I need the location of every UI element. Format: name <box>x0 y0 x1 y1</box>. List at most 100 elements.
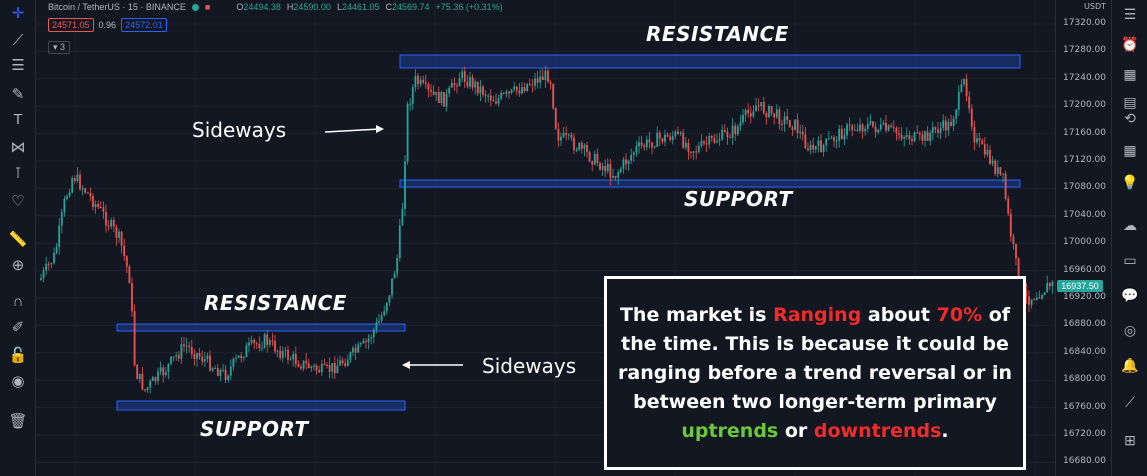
candle-body <box>557 128 560 141</box>
messages-icon[interactable]: 💬 <box>1121 286 1139 303</box>
candle-body <box>541 76 544 81</box>
trash-icon[interactable]: 🗑 <box>8 413 28 430</box>
candle-body <box>305 360 308 364</box>
candle-body <box>396 257 399 274</box>
lock-draw-icon[interactable]: ✐ <box>11 319 25 336</box>
candle-body <box>463 71 466 82</box>
trendline-icon[interactable]: ⟋ <box>12 31 24 49</box>
lock-icon[interactable]: 🔓 <box>8 347 28 364</box>
alert-badge-icon[interactable]: ■ <box>204 2 211 12</box>
price-axis[interactable]: USDT 17320.00 17280.00 17240.00 17200.00 171… <box>1055 0 1112 476</box>
candle-body <box>994 160 997 174</box>
candle-body <box>445 93 448 107</box>
candle-body <box>604 165 607 172</box>
candle-body <box>177 355 180 359</box>
indicators-toggle[interactable]: ▾ 3 <box>48 41 71 54</box>
candle-body <box>983 144 986 155</box>
current-price-badge: 16937.50 <box>1057 280 1103 292</box>
chart-icon[interactable]: ⟋ <box>1125 393 1135 410</box>
market-status-dot <box>191 3 199 11</box>
candle-body <box>723 129 726 132</box>
candle-body <box>84 188 87 193</box>
support-zone-bottom <box>116 400 406 411</box>
candle-body <box>411 87 414 104</box>
candle-body <box>518 90 521 94</box>
candle-body <box>500 93 503 99</box>
calendar-icon[interactable]: ▦ <box>1123 65 1137 82</box>
candle-body <box>55 247 58 253</box>
candle-body <box>903 136 906 139</box>
brush-icon[interactable]: ✎ <box>11 86 25 103</box>
text-icon[interactable]: T <box>13 110 23 128</box>
candle-body <box>866 123 869 129</box>
fib-icon[interactable]: ☰ <box>11 57 25 74</box>
candle-body <box>874 126 877 133</box>
tree-icon[interactable]: ⊞ <box>1124 431 1136 448</box>
candle-body <box>328 365 331 372</box>
candle-body <box>547 70 549 83</box>
zoom-icon[interactable]: ⊕ <box>11 257 25 274</box>
candle-body <box>775 109 778 118</box>
magnet-icon[interactable]: ∩ <box>12 292 24 310</box>
candle-body <box>887 125 890 131</box>
candle-body <box>890 125 893 128</box>
candle-body <box>531 84 534 86</box>
candle-body <box>149 381 152 388</box>
candle-body <box>297 363 300 367</box>
candle-body <box>573 137 575 151</box>
candle-body <box>466 81 469 87</box>
candle-body <box>716 141 718 143</box>
currency-label[interactable]: USDT <box>1084 2 1106 11</box>
candle-body <box>510 89 513 94</box>
price-tick: 16760.00 <box>1063 401 1106 412</box>
watchlist-icon[interactable]: ☰ <box>1123 5 1137 22</box>
candle-body <box>450 82 453 88</box>
ohlc-close: C24569.74 <box>385 2 430 12</box>
bell-icon[interactable]: 🔔 <box>1121 356 1139 373</box>
candle-body <box>318 370 321 373</box>
ruler-icon[interactable]: 📏 <box>8 231 28 248</box>
candle-body <box>684 142 687 148</box>
candle-body <box>240 355 243 359</box>
candle-body <box>601 165 604 170</box>
lightbulb-icon[interactable]: 💡 <box>1121 173 1139 190</box>
candle-body <box>359 343 362 345</box>
candle-body <box>861 124 864 132</box>
candle-body <box>586 145 588 152</box>
eye-icon[interactable]: ◉ <box>11 373 25 390</box>
arrowhead-left <box>376 125 384 133</box>
uptrends-word: uptrends <box>681 419 779 442</box>
candle-body <box>622 159 625 169</box>
alert-icon[interactable]: ⏰ <box>1121 35 1139 52</box>
candle-body <box>583 145 586 149</box>
arrowhead-right <box>402 361 410 369</box>
buy-price-button[interactable]: 24572.01 <box>121 18 167 32</box>
symbol-title[interactable]: Bitcoin / TetherUS · 15 · BINANCE <box>48 2 186 12</box>
candle-body <box>136 365 139 380</box>
heart-icon[interactable]: ♡ <box>11 193 25 210</box>
candle-body <box>638 142 640 147</box>
candle-body <box>73 178 76 182</box>
screener-icon[interactable]: ▭ <box>1123 251 1137 268</box>
candle-body <box>864 128 867 132</box>
candle-body <box>757 105 760 107</box>
candle-body <box>42 270 45 279</box>
candle-body <box>934 127 937 130</box>
forecast-icon[interactable]: ⊺ <box>14 165 22 182</box>
candle-body <box>700 141 703 146</box>
candle-body <box>235 357 237 359</box>
pattern-icon[interactable]: ⋈ <box>10 139 26 156</box>
hotlist-icon[interactable]: ⟲ <box>1124 109 1136 126</box>
candle-body <box>996 167 999 174</box>
candle-body <box>138 373 141 380</box>
ideas-icon[interactable]: ▤ <box>1123 93 1137 110</box>
candle-body <box>619 168 622 173</box>
calculator-icon[interactable]: ▦ <box>1123 141 1137 158</box>
candle-body <box>448 87 451 94</box>
candle-body <box>591 161 594 165</box>
broadcast-icon[interactable]: ◎ <box>1123 321 1137 338</box>
sell-price-button[interactable]: 24571.05 <box>48 18 94 32</box>
chat-icon[interactable]: ☁ <box>1123 216 1137 233</box>
candle-body <box>63 198 66 213</box>
crosshair-icon[interactable]: ✛ <box>11 5 25 22</box>
